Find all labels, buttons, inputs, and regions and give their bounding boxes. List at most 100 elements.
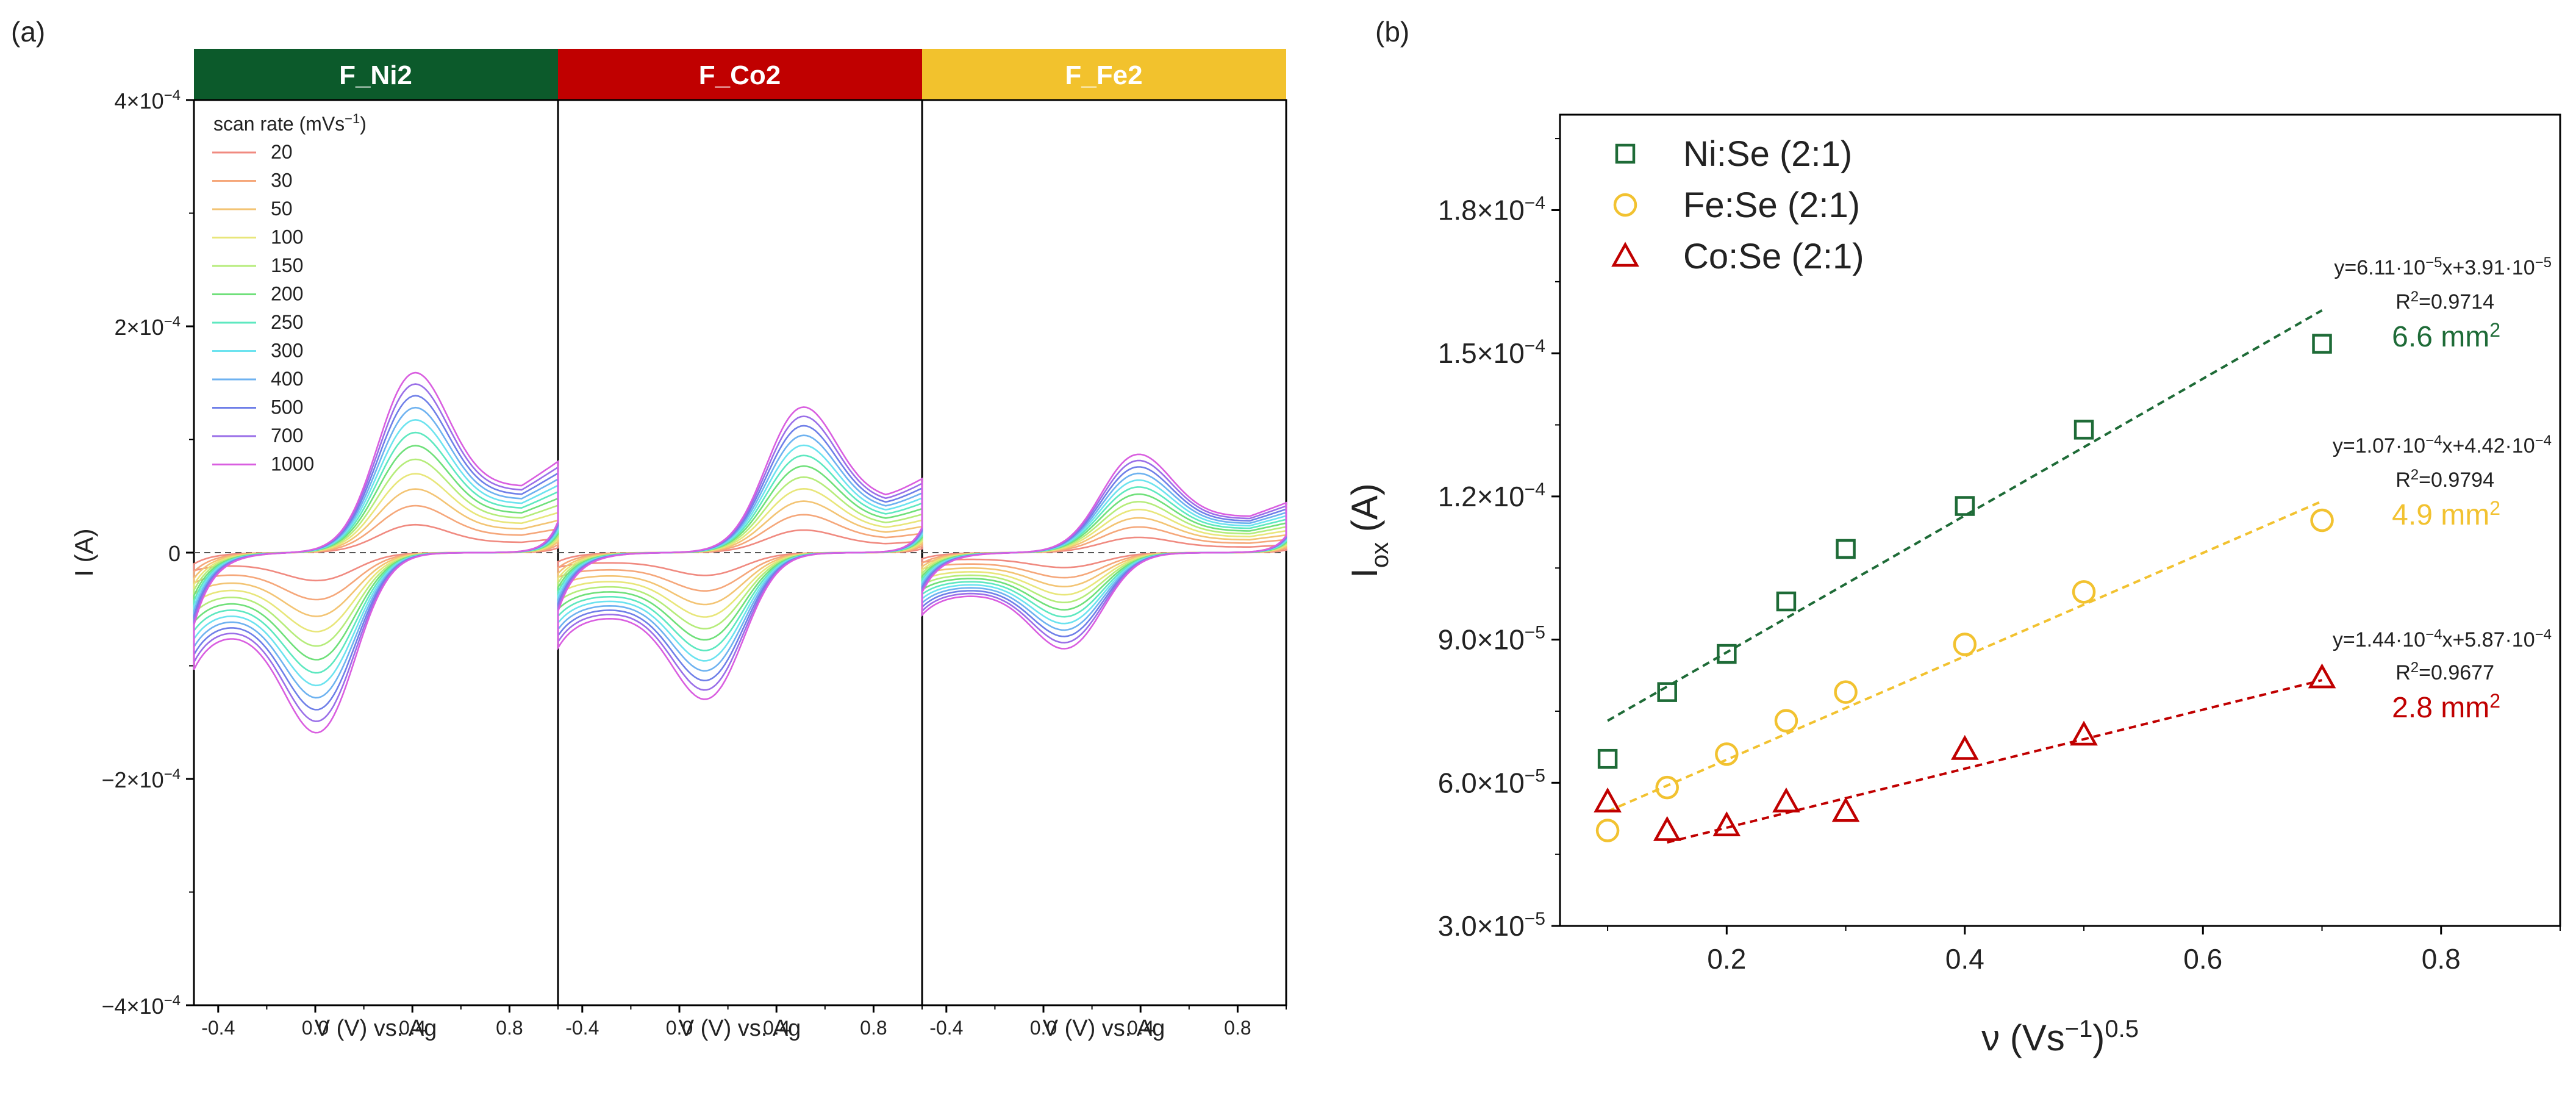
data-point	[1955, 496, 1975, 516]
legend-label: 500	[271, 396, 303, 418]
legend-label: 300	[271, 340, 303, 362]
data-point	[1715, 742, 1739, 766]
legend-title: scan rate (mVs−1)	[213, 111, 367, 135]
legend-label-co: Co:Se (2:1)	[1683, 237, 1864, 276]
data-point	[1831, 797, 1860, 822]
cv-plot-content: 4×10−4 2×10−4 0 −2×10−4 −4×10−4 -0.4 0.0 0.4 0.8…	[102, 87, 1287, 1039]
legend-label-ni: Ni:Se (2:1)	[1683, 134, 1852, 174]
data-point	[1772, 787, 1800, 812]
x-tick-label: -0.4	[565, 1017, 599, 1039]
data-point	[1717, 644, 1737, 664]
x-tick-label: 0.0	[302, 1017, 329, 1039]
x-tick-label: 0.8	[860, 1017, 887, 1039]
fit-equation-co: y=1.44·10−4x+5.87·10−4	[2333, 626, 2552, 651]
y-tick-label: 1.5×10−4	[1438, 336, 1545, 369]
y-tick-label: 1.8×10−4	[1438, 193, 1545, 226]
cv-panel-headers: F_Ni2 F_Co2 F_Fe2	[194, 49, 1286, 100]
data-point	[2070, 720, 2098, 746]
data-point	[1776, 591, 1797, 612]
data-point	[1834, 680, 1858, 704]
fit-annotation-co: y=1.44·10−4x+5.87·10−4 R2=0.9677 2.8 mm2	[2333, 626, 2552, 724]
y-tick-label: 9.0×10−5	[1438, 623, 1545, 656]
data-point	[1950, 734, 1979, 760]
data-point	[2072, 580, 2096, 604]
y-tick-label: 1.2×10−4	[1438, 479, 1545, 512]
cv-curve-1000	[557, 406, 923, 700]
y-tick-label: 3.0×10−5	[1438, 909, 1545, 942]
legend-label: 200	[271, 283, 303, 305]
x-axis-label-fe: V (V) vs. Ag	[1043, 1016, 1165, 1041]
fit-equation-ni: y=6.11·10−5x+3.91·10−5	[2334, 254, 2552, 279]
legend-label-fe: Fe:Se (2:1)	[1683, 185, 1860, 225]
data-point	[1657, 682, 1677, 702]
data-point	[1595, 819, 1620, 842]
x-tick-label: 0.4	[763, 1017, 790, 1039]
legend-marker	[1615, 143, 1636, 164]
y-tick-label: −2×10−4	[102, 766, 181, 792]
legend-marker	[1611, 242, 1639, 267]
x-axis-label-ni: V (V) vs. Ag	[315, 1016, 437, 1041]
legend-marker	[1613, 193, 1637, 217]
x-tick-label: 0.4	[1945, 943, 1984, 975]
data-point	[2310, 508, 2334, 533]
legend-label: 400	[271, 368, 303, 390]
x-tick-label: -0.4	[929, 1017, 963, 1039]
data-point	[2073, 420, 2094, 440]
y-tick-label: 6.0×10−5	[1438, 766, 1545, 798]
fit-line	[1607, 500, 2323, 813]
data-point	[1836, 539, 1856, 559]
data-point	[1653, 816, 1681, 841]
header-bar-ni	[194, 49, 558, 100]
scatter-plot-frame	[1559, 113, 2561, 927]
legend-label: 20	[271, 141, 293, 163]
scatter-plot-content: 3.0×10−5 6.0×10−5 9.0×10−5 1.2×10−4 1.5×10−4…	[1438, 138, 2561, 975]
legend-label: 250	[271, 311, 303, 333]
legend-label: 700	[271, 425, 303, 446]
panel-title-co: F_Co2	[699, 60, 781, 90]
fit-r2-co: R2=0.9677	[2395, 659, 2494, 684]
data-point	[2312, 334, 2332, 354]
x-tick-label: 0.4	[399, 1017, 426, 1039]
x-axis-label-co: V (V) vs. Ag	[679, 1016, 801, 1041]
data-point	[1712, 811, 1741, 836]
data-point	[2308, 663, 2336, 689]
x-tick-label: 0.0	[666, 1017, 693, 1039]
fit-r2-fe: R2=0.9794	[2395, 467, 2494, 492]
legend-label: 100	[271, 226, 303, 248]
y-tick-label: 2×10−4	[115, 314, 181, 340]
data-point	[1953, 633, 1977, 656]
fit-annotation-ni: y=6.11·10−5x+3.91·10−5 R2=0.9714 6.6 mm2	[2334, 254, 2552, 353]
fit-annotation-fe: y=1.07·10−4x+4.42·10−4 R2=0.9794 4.9 mm2	[2333, 432, 2552, 531]
x-tick-label: 0.0	[1030, 1017, 1057, 1039]
cv-y-axis-label: I (A)	[70, 528, 98, 576]
data-point	[1597, 748, 1618, 769]
electrode-area-fe: 4.9 mm2	[2392, 497, 2500, 531]
panel-title-ni: F_Ni2	[339, 60, 412, 90]
data-point	[1655, 775, 1679, 800]
fit-equation-fe: y=1.07·10−4x+4.42·10−4	[2333, 432, 2552, 457]
x-tick-label: -0.4	[201, 1017, 235, 1039]
y-tick-label: 0	[168, 541, 181, 566]
scatter-x-axis-label: ν (Vs−1)0.5	[1981, 1016, 2139, 1058]
electrode-area-ni: 6.6 mm2	[2392, 319, 2500, 353]
electrode-area-co: 2.8 mm2	[2392, 690, 2500, 724]
panel-a-label: (a)	[11, 16, 45, 48]
x-tick-label: 0.8	[496, 1017, 523, 1039]
panel-title-fe: F_Fe2	[1065, 60, 1142, 90]
scatter-legend: Ni:Se (2:1) Fe:Se (2:1) Co:Se (2:1)	[1683, 134, 1864, 276]
cv-curve-1000	[193, 371, 559, 734]
x-tick-label: 0.8	[1224, 1017, 1251, 1039]
x-tick-label: 0.2	[1707, 943, 1746, 975]
x-tick-label: 0.4	[1127, 1017, 1154, 1039]
y-tick-label: 4×10−4	[115, 87, 181, 113]
y-tick-label: −4×10−4	[102, 992, 181, 1019]
legend-label: 30	[271, 170, 293, 192]
legend-label: 150	[271, 254, 303, 276]
fit-line	[1667, 679, 2323, 844]
legend-label: 50	[271, 198, 293, 220]
cv-curve-1000	[921, 453, 1287, 650]
data-point	[1774, 709, 1798, 733]
x-tick-label: 0.8	[2422, 943, 2461, 975]
fit-line	[1607, 309, 2323, 722]
